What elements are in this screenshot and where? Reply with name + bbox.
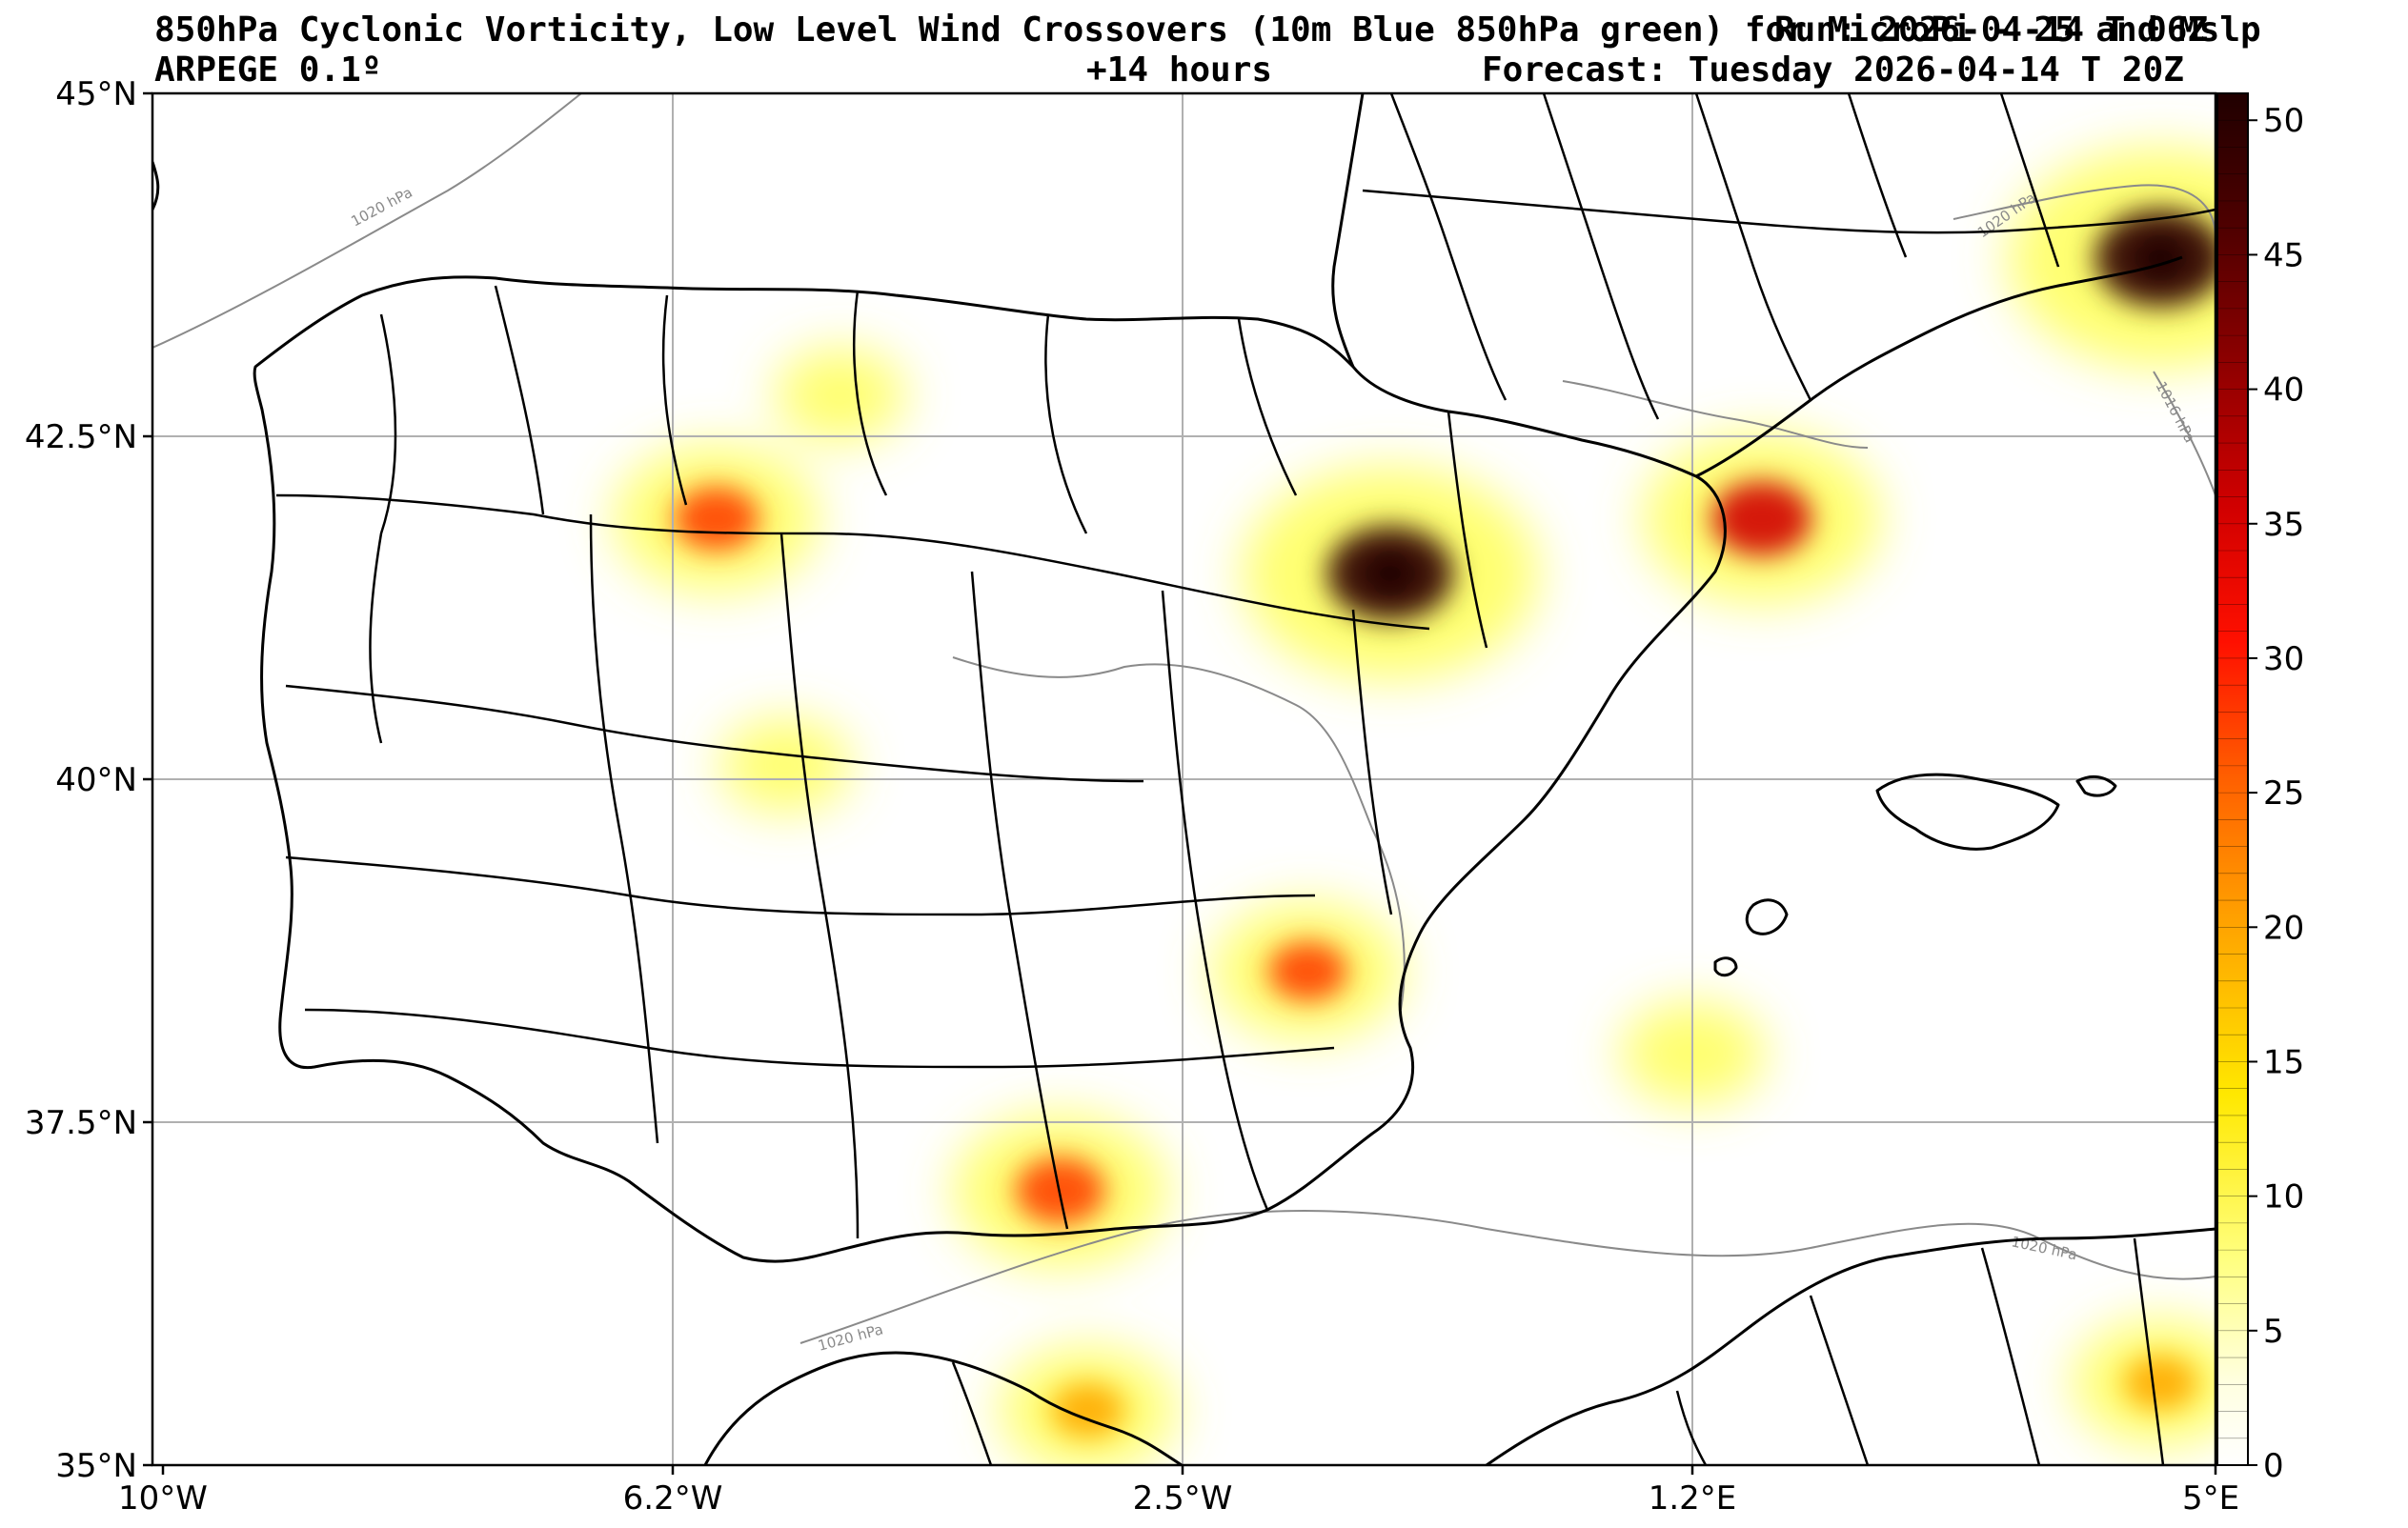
vorticity-core bbox=[1051, 1382, 1124, 1438]
colorbar-tick-label: 20 bbox=[2263, 909, 2304, 947]
lat-label: 42.5°N bbox=[25, 418, 137, 456]
admin-borders bbox=[275, 93, 2216, 1465]
gridlines bbox=[152, 93, 2216, 1465]
colorbar-tick-label: 10 bbox=[2263, 1178, 2304, 1216]
lead-time: +14 hours bbox=[1086, 50, 1273, 90]
colorbar-tick-label: 50 bbox=[2263, 102, 2304, 140]
vorticity-core bbox=[2124, 1355, 2197, 1411]
vorticity-core bbox=[1711, 481, 1812, 556]
lon-label: 6.2°W bbox=[623, 1479, 723, 1518]
run-time: Run: 2026-04-14 T 06Z bbox=[1774, 10, 2209, 50]
vorticity-halo bbox=[719, 718, 851, 814]
colorbar-tick-label: 15 bbox=[2263, 1043, 2304, 1081]
lon-label: 10°W bbox=[118, 1479, 208, 1518]
lon-label: 1.2°E bbox=[1649, 1479, 1737, 1518]
chart-title: 850hPa Cyclonic Vorticity, Low Level Win… bbox=[154, 10, 2261, 50]
model-name: ARPEGE 0.1º bbox=[154, 50, 382, 90]
colorbar-labels: 0 5 10 15 20 25 30 35 40 45 50 bbox=[2263, 102, 2304, 1485]
vorticity-field-high bbox=[673, 209, 2216, 1438]
vorticity-halo bbox=[774, 348, 906, 443]
colorbar-tick-label: 30 bbox=[2263, 640, 2304, 678]
coastlines bbox=[152, 93, 2216, 1465]
colorbar-gradient bbox=[2216, 92, 2249, 1466]
colorbar-tick-label: 25 bbox=[2263, 774, 2304, 813]
lat-label: 37.5°N bbox=[25, 1104, 137, 1142]
colorbar-tick-label: 40 bbox=[2263, 372, 2304, 410]
colorbar-ticks bbox=[2217, 119, 2257, 1466]
colorbar-tick-label: 5 bbox=[2263, 1313, 2284, 1351]
isobar-lines bbox=[152, 93, 2216, 1344]
vorticity-core bbox=[673, 486, 759, 551]
colorbar-tick-label: 35 bbox=[2263, 506, 2304, 544]
vorticity-peak bbox=[1361, 551, 1420, 596]
lon-label: 2.5°W bbox=[1133, 1479, 1233, 1518]
colorbar-tick-label: 0 bbox=[2263, 1447, 2284, 1485]
vorticity-core bbox=[1267, 941, 1347, 1001]
lat-label: 40°N bbox=[55, 761, 137, 799]
lat-label: 45°N bbox=[55, 75, 137, 113]
forecast-time: Forecast: Tuesday 2026-04-14 T 20Z bbox=[1482, 50, 2184, 90]
lon-label: 5°E bbox=[2182, 1479, 2239, 1518]
longitude-labels: 10°W 6.2°W 2.5°W 1.2°E 5°E bbox=[118, 1479, 2239, 1518]
colorbar: 0 5 10 15 20 25 30 35 40 45 50 bbox=[2216, 92, 2304, 1485]
colorbar-tick-label: 45 bbox=[2263, 236, 2304, 274]
axis-ticks bbox=[143, 91, 2217, 1475]
lat-label: 35°N bbox=[55, 1447, 137, 1485]
latitude-labels: 45°N 42.5°N 40°N 37.5°N 35°N bbox=[25, 75, 137, 1485]
